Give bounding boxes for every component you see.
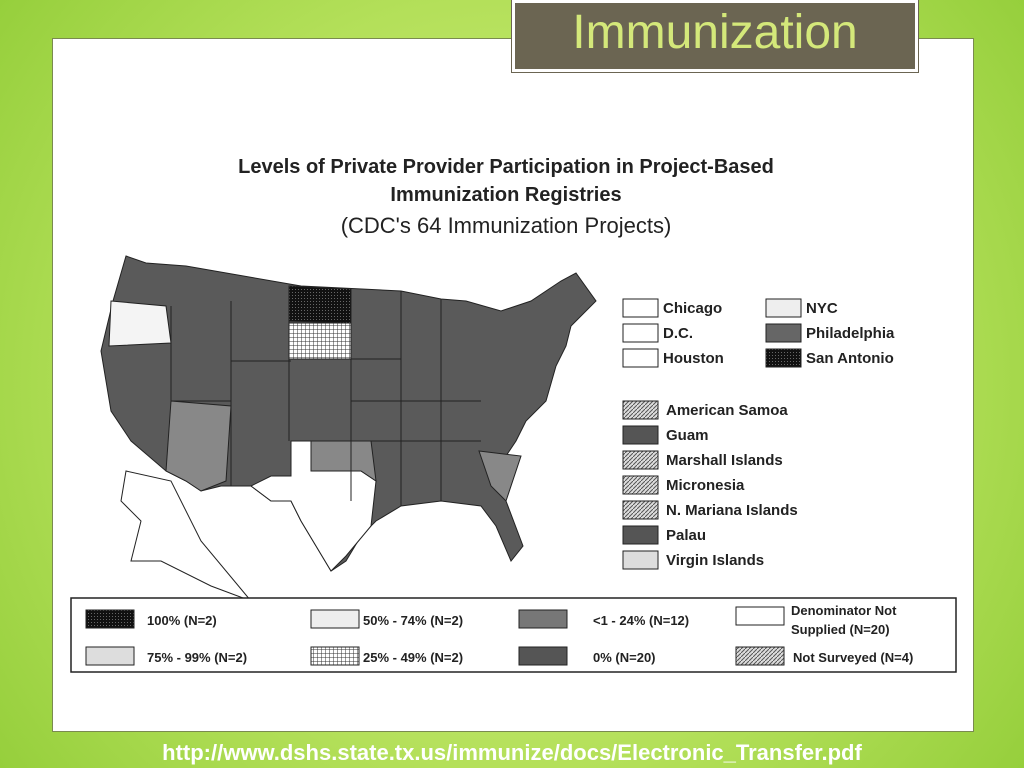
slide-title-box: Immunization — [511, 0, 919, 73]
city-legend: Chicago D.C. Houston NYC Philadelphia San Ant… — [622, 298, 895, 368]
legend-swatch — [765, 323, 802, 343]
territory-legend: American Samoa Guam Marshall Islands Micron… — [622, 400, 798, 570]
key-label: Denominator Not — [791, 603, 897, 618]
legend-swatch — [622, 348, 659, 368]
legend-label: Chicago — [663, 300, 722, 317]
legend-swatch — [622, 400, 659, 420]
figure-subtitle: (CDC's 64 Immunization Projects) — [341, 213, 672, 238]
legend-swatch — [622, 550, 659, 570]
key-swatch — [518, 646, 568, 666]
legend-label: San Antonio — [806, 350, 894, 367]
legend-swatch — [622, 500, 659, 520]
legend-swatch — [622, 323, 659, 343]
key-swatch — [735, 606, 785, 626]
legend-swatch — [622, 425, 659, 445]
source-url: http://www.dshs.state.tx.us/immunize/doc… — [162, 740, 862, 765]
key-label: <1 - 24% (N=12) — [593, 613, 689, 628]
key-box — [70, 597, 957, 673]
legend-swatch — [765, 348, 802, 368]
legend-label: D.C. — [663, 325, 693, 342]
legend-label: NYC — [806, 300, 838, 317]
legend-label: Micronesia — [666, 477, 745, 494]
key-label: Supplied (N=20) — [791, 622, 890, 637]
key-label: 25% - 49% (N=2) — [363, 650, 463, 665]
key-label: Not Surveyed (N=4) — [793, 650, 913, 665]
content-panel: Levels of Private Provider Participation… — [52, 38, 974, 732]
legend-label: Virgin Islands — [666, 552, 764, 569]
legend-label: Guam — [666, 427, 709, 444]
legend-label: Houston — [663, 350, 724, 367]
key-label: 0% (N=20) — [593, 650, 656, 665]
key-swatch — [310, 609, 360, 629]
figure-title: Immunization Registries — [390, 184, 621, 206]
legend-swatch — [622, 525, 659, 545]
legend-label: N. Mariana Islands — [666, 502, 798, 519]
legend-swatch — [622, 475, 659, 495]
legend-label: Philadelphia — [806, 325, 895, 342]
figure-title: Levels of Private Provider Participation… — [238, 156, 774, 178]
legend-label: American Samoa — [666, 402, 788, 419]
map-figure: Levels of Private Provider Participation… — [70, 156, 957, 673]
legend-swatch — [765, 298, 802, 318]
legend-label: Marshall Islands — [666, 452, 783, 469]
key-label: 75% - 99% (N=2) — [147, 650, 247, 665]
key-label: 50% - 74% (N=2) — [363, 613, 463, 628]
us-map — [100, 255, 597, 603]
key-label: 100% (N=2) — [147, 613, 217, 628]
key-swatch — [85, 646, 135, 666]
key-swatch — [518, 609, 568, 629]
legend-swatch — [622, 450, 659, 470]
legend-swatch — [622, 298, 659, 318]
key-swatch — [85, 609, 135, 629]
legend-label: Palau — [666, 527, 706, 544]
key-swatch — [310, 646, 360, 666]
key: 100% (N=2) 75% - 99% (N=2) 50% - 74% (N=2)… — [85, 603, 913, 666]
slide-title: Immunization — [572, 6, 858, 59]
key-swatch — [735, 646, 785, 666]
